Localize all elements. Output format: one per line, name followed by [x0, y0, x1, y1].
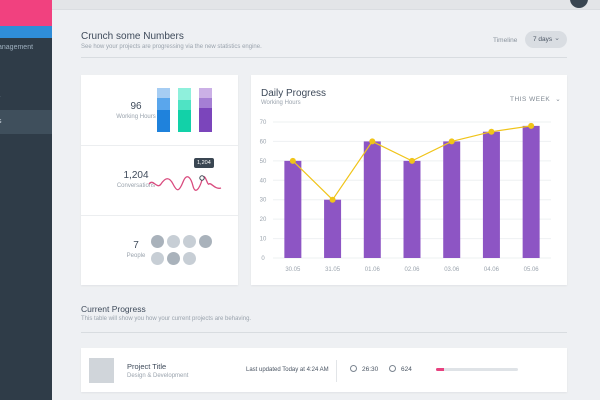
comment-icon — [389, 365, 396, 372]
chart-bar[interactable] — [482, 131, 500, 258]
top-bar — [52, 0, 600, 10]
project-progress-fill — [436, 368, 445, 371]
timeline-select-value: 7 days — [533, 36, 553, 43]
person-avatar[interactable] — [183, 252, 196, 265]
chart-point[interactable] — [409, 157, 415, 164]
daily-progress-subtitle: Working Hours — [261, 100, 301, 106]
chart-bar[interactable] — [324, 199, 342, 258]
conversations-sparkline — [148, 175, 222, 191]
chart-bar[interactable] — [403, 160, 421, 258]
y-tick-label: 30 — [260, 198, 267, 204]
stacked-bar-teal — [178, 88, 191, 132]
stat-conversations-value: 1,204 — [123, 170, 149, 181]
person-avatar[interactable] — [199, 235, 212, 248]
chart-point[interactable] — [289, 157, 296, 164]
stat-conversations: 1,204 Conversations — [81, 145, 191, 215]
y-tick-label: 60 — [260, 139, 267, 145]
project-title[interactable]: Project Title — [127, 362, 167, 371]
timeline-label: Timeline — [493, 37, 518, 44]
x-tick-label: 03.06 — [444, 267, 460, 273]
y-tick-label: 0 — [261, 256, 265, 262]
x-tick-label: 02.06 — [404, 267, 420, 273]
stat-working-hours: 96 Working Hours — [81, 75, 191, 145]
row-divider — [336, 360, 337, 382]
project-category: Design & Development — [127, 373, 189, 379]
chart-point[interactable] — [448, 138, 455, 145]
clock-icon — [350, 365, 357, 372]
project-progress-bar — [436, 368, 518, 371]
y-tick-label: 50 — [260, 159, 267, 165]
sidebar-accent-stripe — [0, 26, 52, 38]
person-avatar[interactable] — [151, 235, 164, 248]
x-tick-label: 01.06 — [365, 267, 381, 273]
sidebar: anagement r s — [0, 0, 52, 400]
daily-progress-title: Daily Progress — [261, 88, 327, 99]
sidebar-brand-stripe — [0, 0, 52, 26]
person-avatar[interactable] — [183, 235, 196, 248]
section-divider — [81, 332, 567, 333]
avatar[interactable] — [570, 0, 588, 8]
stat-conversations-label: Conversations — [116, 183, 156, 189]
chevron-down-icon: ⌄ — [555, 96, 562, 103]
stacked-bar-purple — [199, 88, 212, 132]
stat-working-hours-value: 96 — [130, 101, 142, 112]
project-time: 26:30 — [362, 366, 379, 373]
conversations-tooltip: 1,204 — [194, 158, 214, 168]
chart-point[interactable] — [528, 122, 535, 129]
y-tick-label: 40 — [260, 178, 267, 184]
person-avatar[interactable] — [167, 235, 180, 248]
page-subtitle: See how your projects are progressing vi… — [81, 44, 262, 50]
x-tick-label: 04.06 — [484, 267, 500, 273]
stats-card: 96 Working Hours 1,204 Conversations 7 P… — [81, 75, 238, 285]
daily-progress-chart: 0 10 20 30 40 50 60 70 30.05 31.05 01.06 02.06 03.0… — [260, 120, 551, 273]
stat-people-label: People — [126, 253, 146, 259]
x-tick-label: 31.05 — [325, 267, 341, 273]
timeline-select[interactable]: 7 days ⌄ — [525, 31, 567, 48]
sidebar-item-management[interactable]: anagement — [0, 44, 34, 51]
y-tick-label: 20 — [260, 217, 267, 223]
y-tick-label: 70 — [260, 120, 267, 126]
stats-divider — [81, 215, 238, 216]
project-comments: 624 — [401, 366, 412, 373]
stats-divider — [81, 145, 238, 146]
chart-bar[interactable] — [363, 141, 381, 258]
chart-point[interactable] — [488, 128, 495, 135]
stat-working-hours-label: Working Hours — [116, 114, 156, 120]
current-progress-title: Current Progress — [81, 304, 146, 314]
x-tick-label: 30.05 — [285, 267, 301, 273]
chart-bar[interactable] — [284, 160, 302, 258]
person-avatar[interactable] — [167, 252, 180, 265]
y-tick-label: 10 — [260, 237, 267, 243]
project-updated: Last updated Today at 4:24 AM — [246, 367, 329, 373]
period-dropdown[interactable]: THIS WEEK ⌄ — [510, 95, 561, 103]
current-progress-subtitle: This table will show you how your curren… — [81, 316, 252, 322]
stat-people: 7 People — [81, 215, 191, 285]
sidebar-item-active[interactable]: s — [0, 110, 52, 134]
x-tick-label: 05.06 — [524, 267, 540, 273]
person-avatar[interactable] — [151, 252, 164, 265]
chevron-down-icon: ⌄ — [554, 35, 560, 42]
header-divider — [81, 57, 567, 58]
chart-bar[interactable] — [522, 125, 540, 258]
chart-bar[interactable] — [443, 141, 461, 258]
stat-people-value: 7 — [133, 240, 139, 251]
chart-point[interactable] — [329, 196, 336, 203]
project-thumbnail — [89, 358, 114, 383]
page-title: Crunch some Numbers — [81, 31, 184, 42]
period-dropdown-label: THIS WEEK — [510, 96, 551, 103]
chart-point[interactable] — [369, 138, 376, 145]
sidebar-item-active-label: s — [0, 118, 2, 125]
stacked-bar-blue — [157, 88, 170, 132]
